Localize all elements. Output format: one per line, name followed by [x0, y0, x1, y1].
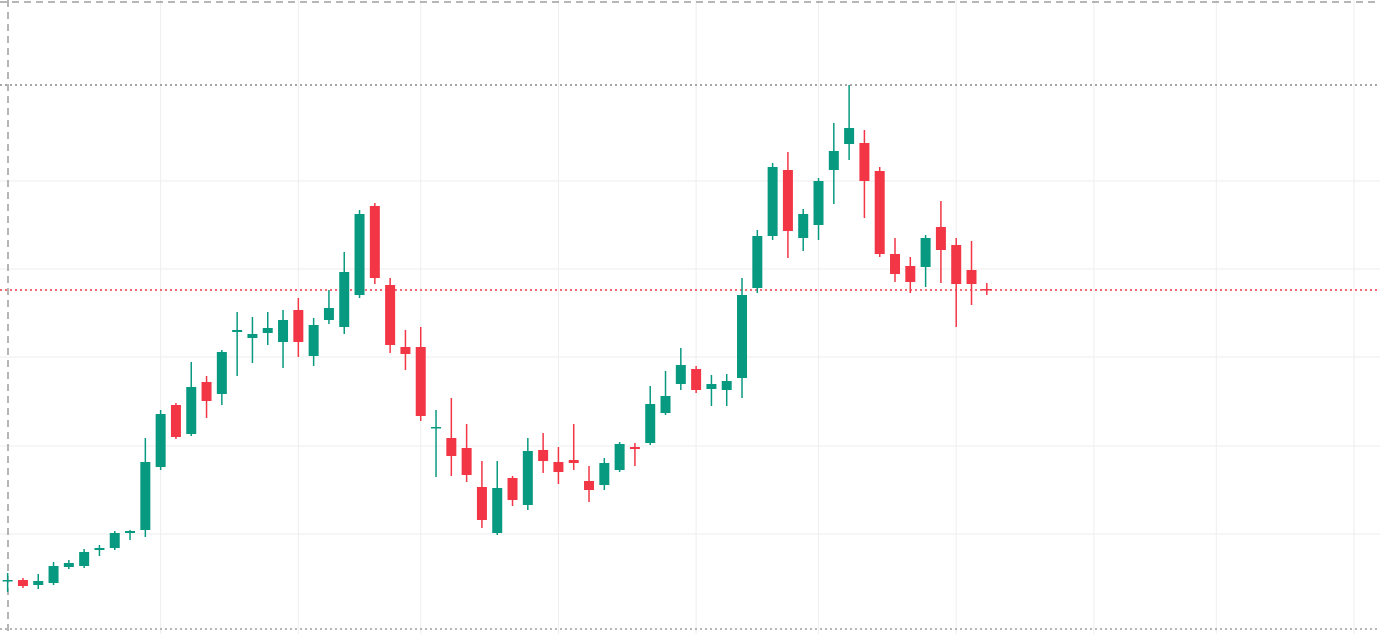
candle-body — [369, 206, 380, 278]
candle-body — [629, 447, 640, 449]
candle-body — [125, 531, 136, 533]
candle-body — [216, 352, 227, 394]
candle-body — [461, 448, 472, 475]
candle-body — [48, 566, 59, 583]
candle-body — [935, 227, 946, 250]
candle-body — [323, 308, 334, 320]
candle-body — [981, 289, 992, 291]
candle-body — [752, 236, 763, 288]
candle-body — [339, 272, 350, 327]
candle-body — [660, 396, 671, 413]
candle-body — [278, 320, 289, 342]
candle-body — [186, 387, 197, 434]
candle-body — [170, 405, 181, 437]
candle-body — [492, 488, 503, 533]
candle-body — [247, 334, 258, 338]
candle-body — [966, 270, 977, 284]
candle-body — [874, 171, 885, 254]
candle-body — [798, 214, 809, 238]
candle-body — [782, 170, 793, 231]
candle-body — [415, 347, 426, 416]
candle-body — [400, 347, 411, 354]
candle-body — [33, 581, 44, 585]
candle-body — [767, 167, 778, 236]
candle-body — [354, 214, 365, 295]
candle-body — [645, 404, 656, 443]
candle-body — [94, 548, 105, 550]
candle-body — [890, 254, 901, 274]
candle-body — [385, 285, 396, 345]
candle-body — [951, 245, 962, 284]
candle-body — [308, 325, 319, 356]
candle-body — [568, 460, 579, 463]
candle-body — [721, 381, 732, 390]
candle-body — [553, 462, 564, 472]
candle-body — [522, 451, 533, 505]
candle-body — [2, 580, 13, 582]
candle-body — [706, 384, 717, 389]
candle-body — [476, 487, 487, 520]
candle-body — [737, 295, 748, 378]
candle-body — [17, 580, 28, 586]
candle-body — [232, 330, 243, 332]
candle-body — [905, 266, 916, 282]
candle-body — [691, 369, 702, 390]
candle-body — [507, 478, 518, 500]
candle-body — [859, 143, 870, 181]
candle-body — [63, 563, 74, 567]
candle-body — [813, 181, 824, 225]
candle-body — [828, 151, 839, 170]
candle-body — [446, 438, 457, 456]
candle-body — [675, 365, 686, 384]
candle-body — [155, 414, 166, 467]
candle-body — [140, 462, 151, 530]
candle-body — [844, 128, 855, 144]
candle-body — [109, 533, 120, 548]
candle-body — [262, 328, 273, 333]
candle-body — [584, 481, 595, 490]
candle-body — [431, 427, 442, 429]
candle-body — [599, 463, 610, 485]
candle-body — [920, 238, 931, 267]
candle-body — [614, 444, 625, 470]
candle-body — [293, 310, 304, 342]
candle-body — [538, 450, 549, 461]
candle-body — [201, 382, 212, 401]
candle-body — [79, 552, 90, 566]
